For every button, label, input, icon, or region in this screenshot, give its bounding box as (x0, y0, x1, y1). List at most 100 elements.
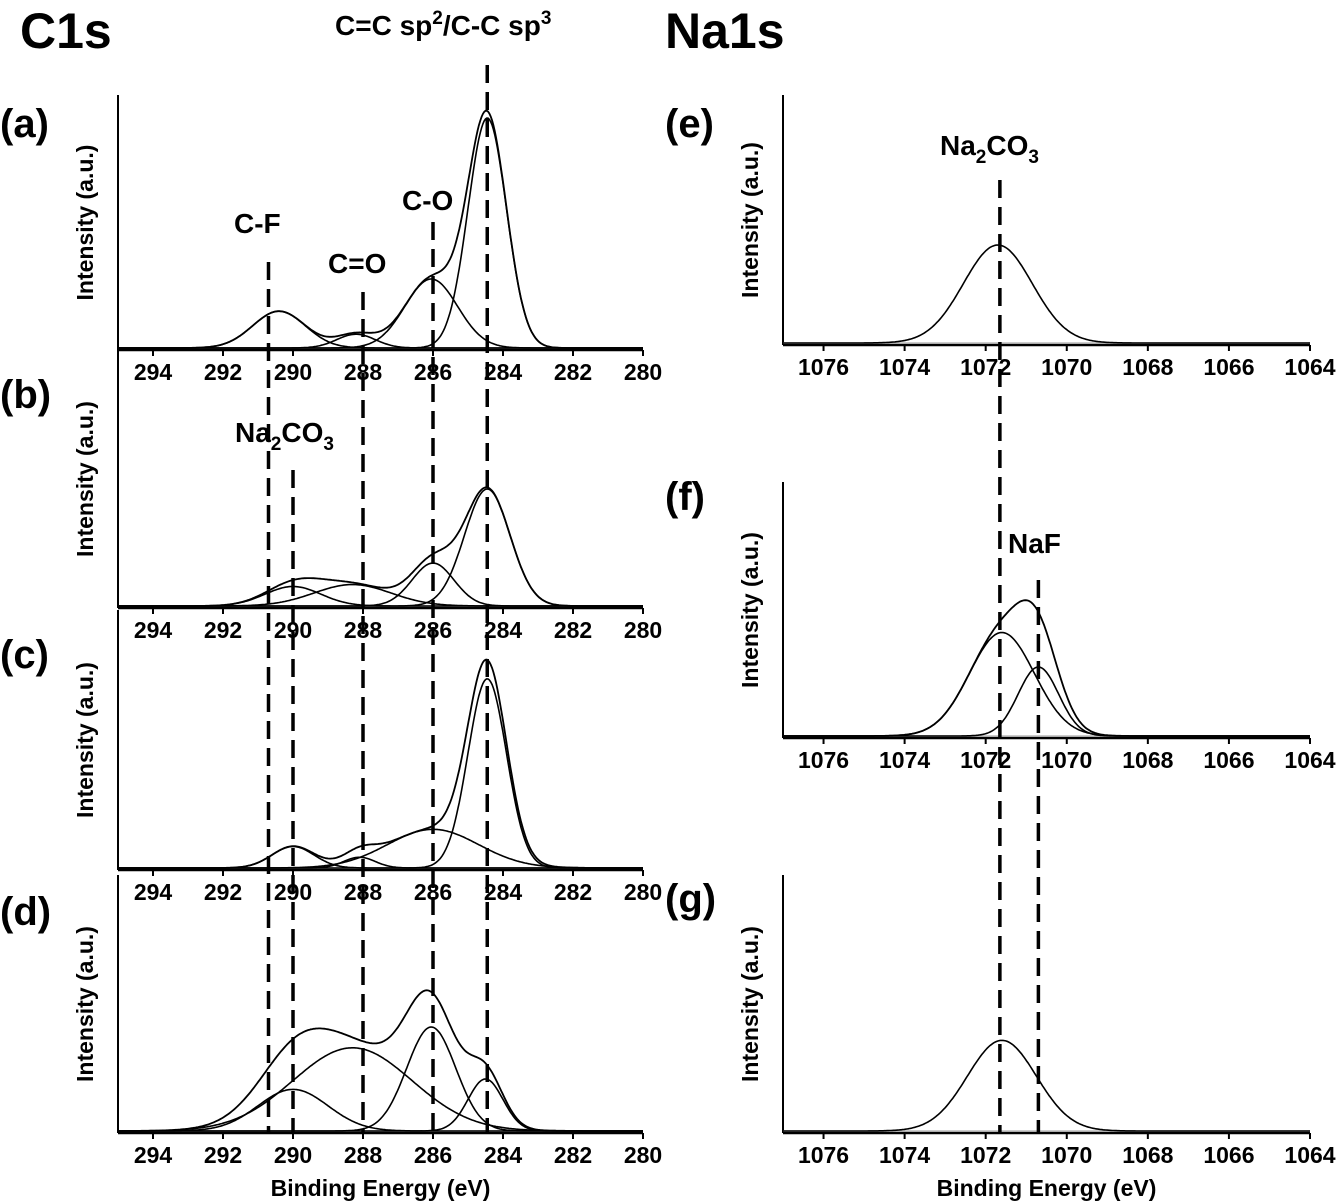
annotation-na2co3-na1s: Na2CO3 (940, 130, 1039, 168)
envelope-curve (118, 486, 643, 607)
component-peak-4 (118, 1088, 643, 1132)
component-peak-4 (118, 845, 643, 869)
component-peak-3 (118, 333, 643, 349)
component-peak-2 (783, 666, 1310, 737)
x-tick-label: 292 (204, 879, 242, 905)
envelope-curve (118, 658, 643, 869)
annotation-naf: NaF (1008, 528, 1061, 559)
annotation-csp: C=C sp2/C-C sp3 (335, 8, 551, 41)
y-axis-label: Intensity (a.u.) (72, 662, 98, 818)
envelope-curve (118, 989, 643, 1132)
y-axis-label: Intensity (a.u.) (737, 142, 763, 298)
x-tick-label: 1068 (1122, 354, 1173, 380)
x-tick-label: 1068 (1122, 1142, 1173, 1168)
x-tick-label: 294 (134, 1142, 173, 1168)
x-tick-label: 1066 (1203, 354, 1254, 380)
x-axis-label: Binding Energy (eV) (937, 1175, 1157, 1201)
x-tick-label: 1064 (1284, 747, 1335, 773)
x-tick-label: 1070 (1041, 354, 1092, 380)
panel-g: (g) 1076 1074 1072 1070 1068 1066 1064 Intensity… (665, 875, 1336, 1201)
x-tick-label: 1070 (1041, 1142, 1092, 1168)
x-tick-label: 284 (484, 359, 523, 385)
x-tick-label: 1064 (1284, 1142, 1335, 1168)
x-tick-label: 1072 (960, 1142, 1011, 1168)
x-tick-label: 1076 (798, 354, 849, 380)
panel-letter: (f) (665, 475, 705, 519)
panel-letter: (a) (0, 102, 49, 146)
x-axis-label: Binding Energy (eV) (271, 1175, 491, 1201)
x-tick-label: 288 (344, 1142, 383, 1168)
x-tick-label: 1074 (879, 354, 930, 380)
x-tick-label: 1074 (879, 1142, 930, 1168)
panel-letter: (b) (0, 373, 51, 417)
component-peak-1 (783, 1039, 1310, 1132)
c1s-title: C1s (20, 3, 112, 59)
component-peak-1 (118, 117, 643, 349)
x-tick-label: 292 (204, 1142, 242, 1168)
x-tick-label: 284 (484, 1142, 523, 1168)
x-tick-label: 294 (134, 617, 173, 643)
x-tick-label: 290 (274, 359, 312, 385)
x-tick-label: 294 (134, 359, 173, 385)
x-tick-label: 290 (274, 1142, 312, 1168)
x-tick-label: 280 (624, 617, 662, 643)
x-tick-label: 294 (134, 879, 173, 905)
panels-group: (a) 294 292 290 288 286 284 282 280 Intensity (a.… (0, 95, 1336, 1201)
x-tick-label: 1072 (960, 354, 1011, 380)
envelope-curve (118, 109, 643, 349)
x-tick-label: 286 (414, 1142, 452, 1168)
envelope-curve (783, 599, 1310, 737)
y-axis-label: Intensity (a.u.) (72, 926, 98, 1082)
x-tick-label: 284 (484, 617, 523, 643)
panel-letter: (d) (0, 890, 51, 934)
y-axis-label: Intensity (a.u.) (737, 926, 763, 1082)
x-tick-label: 282 (554, 359, 592, 385)
panel-letter: (e) (665, 102, 714, 146)
component-peak-1 (783, 631, 1310, 737)
x-tick-label: 1066 (1203, 1142, 1254, 1168)
x-tick-label: 282 (554, 1142, 592, 1168)
x-tick-label: 292 (204, 359, 242, 385)
x-tick-label: 1070 (1041, 747, 1092, 773)
component-peak-2 (118, 828, 643, 869)
annotation-co: C-O (402, 185, 453, 216)
component-peak-2 (118, 278, 643, 349)
x-tick-label: 292 (204, 617, 242, 643)
panel-e: (e) 1076 1074 1072 1070 1068 1066 1064 Intensity… (665, 95, 1336, 380)
component-peak-1 (118, 488, 643, 607)
x-tick-label: 1068 (1122, 747, 1173, 773)
x-tick-label: 282 (554, 879, 592, 905)
x-tick-label: 1066 (1203, 747, 1254, 773)
y-axis-label: Intensity (a.u.) (72, 145, 98, 301)
y-axis-label: Intensity (a.u.) (737, 532, 763, 688)
annotation-cf: C-F (234, 208, 281, 239)
x-tick-label: 1072 (960, 747, 1011, 773)
y-axis-label: Intensity (a.u.) (72, 401, 98, 557)
x-tick-label: 282 (554, 617, 592, 643)
x-tick-label: 1076 (798, 1142, 849, 1168)
x-tick-label: 280 (624, 1142, 662, 1168)
na1s-title: Na1s (665, 3, 785, 59)
guide-lines-group (266, 65, 1041, 1133)
x-tick-label: 1064 (1284, 354, 1335, 380)
x-tick-label: 1076 (798, 747, 849, 773)
x-tick-label: 280 (624, 359, 662, 385)
component-peak-1 (783, 244, 1310, 344)
panel-d: (d) 294 292 290 288 286 284 282 280 Intensity (a.… (0, 875, 662, 1201)
component-peak-1 (118, 677, 643, 869)
annotation-na2co3-c1s: Na2CO3 (235, 417, 334, 455)
component-peak-3 (118, 856, 643, 869)
annotation-c-double-o: C=O (328, 248, 386, 279)
x-tick-label: 284 (484, 879, 523, 905)
x-tick-label: 1074 (879, 747, 930, 773)
component-peak-1 (118, 1078, 643, 1132)
component-peak-2 (118, 562, 643, 607)
panel-letter: (g) (665, 877, 716, 921)
panel-f: (f) 1076 1074 1072 1070 1068 1066 1064 Intensity… (665, 475, 1336, 773)
x-tick-label: 280 (624, 879, 662, 905)
panel-letter: (c) (0, 633, 49, 677)
